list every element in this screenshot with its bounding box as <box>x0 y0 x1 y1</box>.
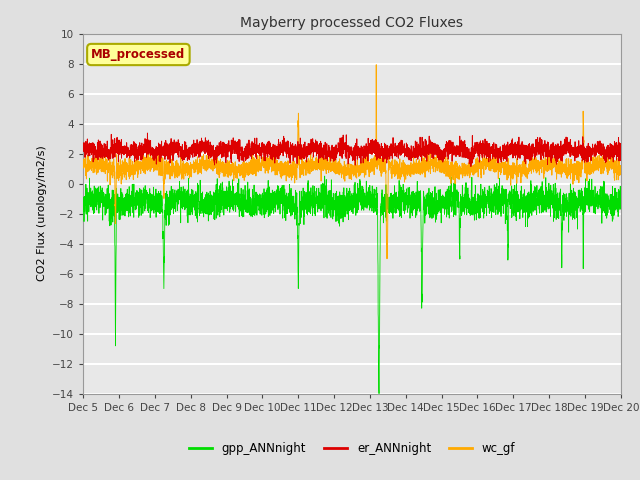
Text: MB_processed: MB_processed <box>92 48 186 61</box>
Legend: gpp_ANNnight, er_ANNnight, wc_gf: gpp_ANNnight, er_ANNnight, wc_gf <box>184 437 520 460</box>
Y-axis label: CO2 Flux (urology/m2/s): CO2 Flux (urology/m2/s) <box>36 146 47 281</box>
Title: Mayberry processed CO2 Fluxes: Mayberry processed CO2 Fluxes <box>241 16 463 30</box>
